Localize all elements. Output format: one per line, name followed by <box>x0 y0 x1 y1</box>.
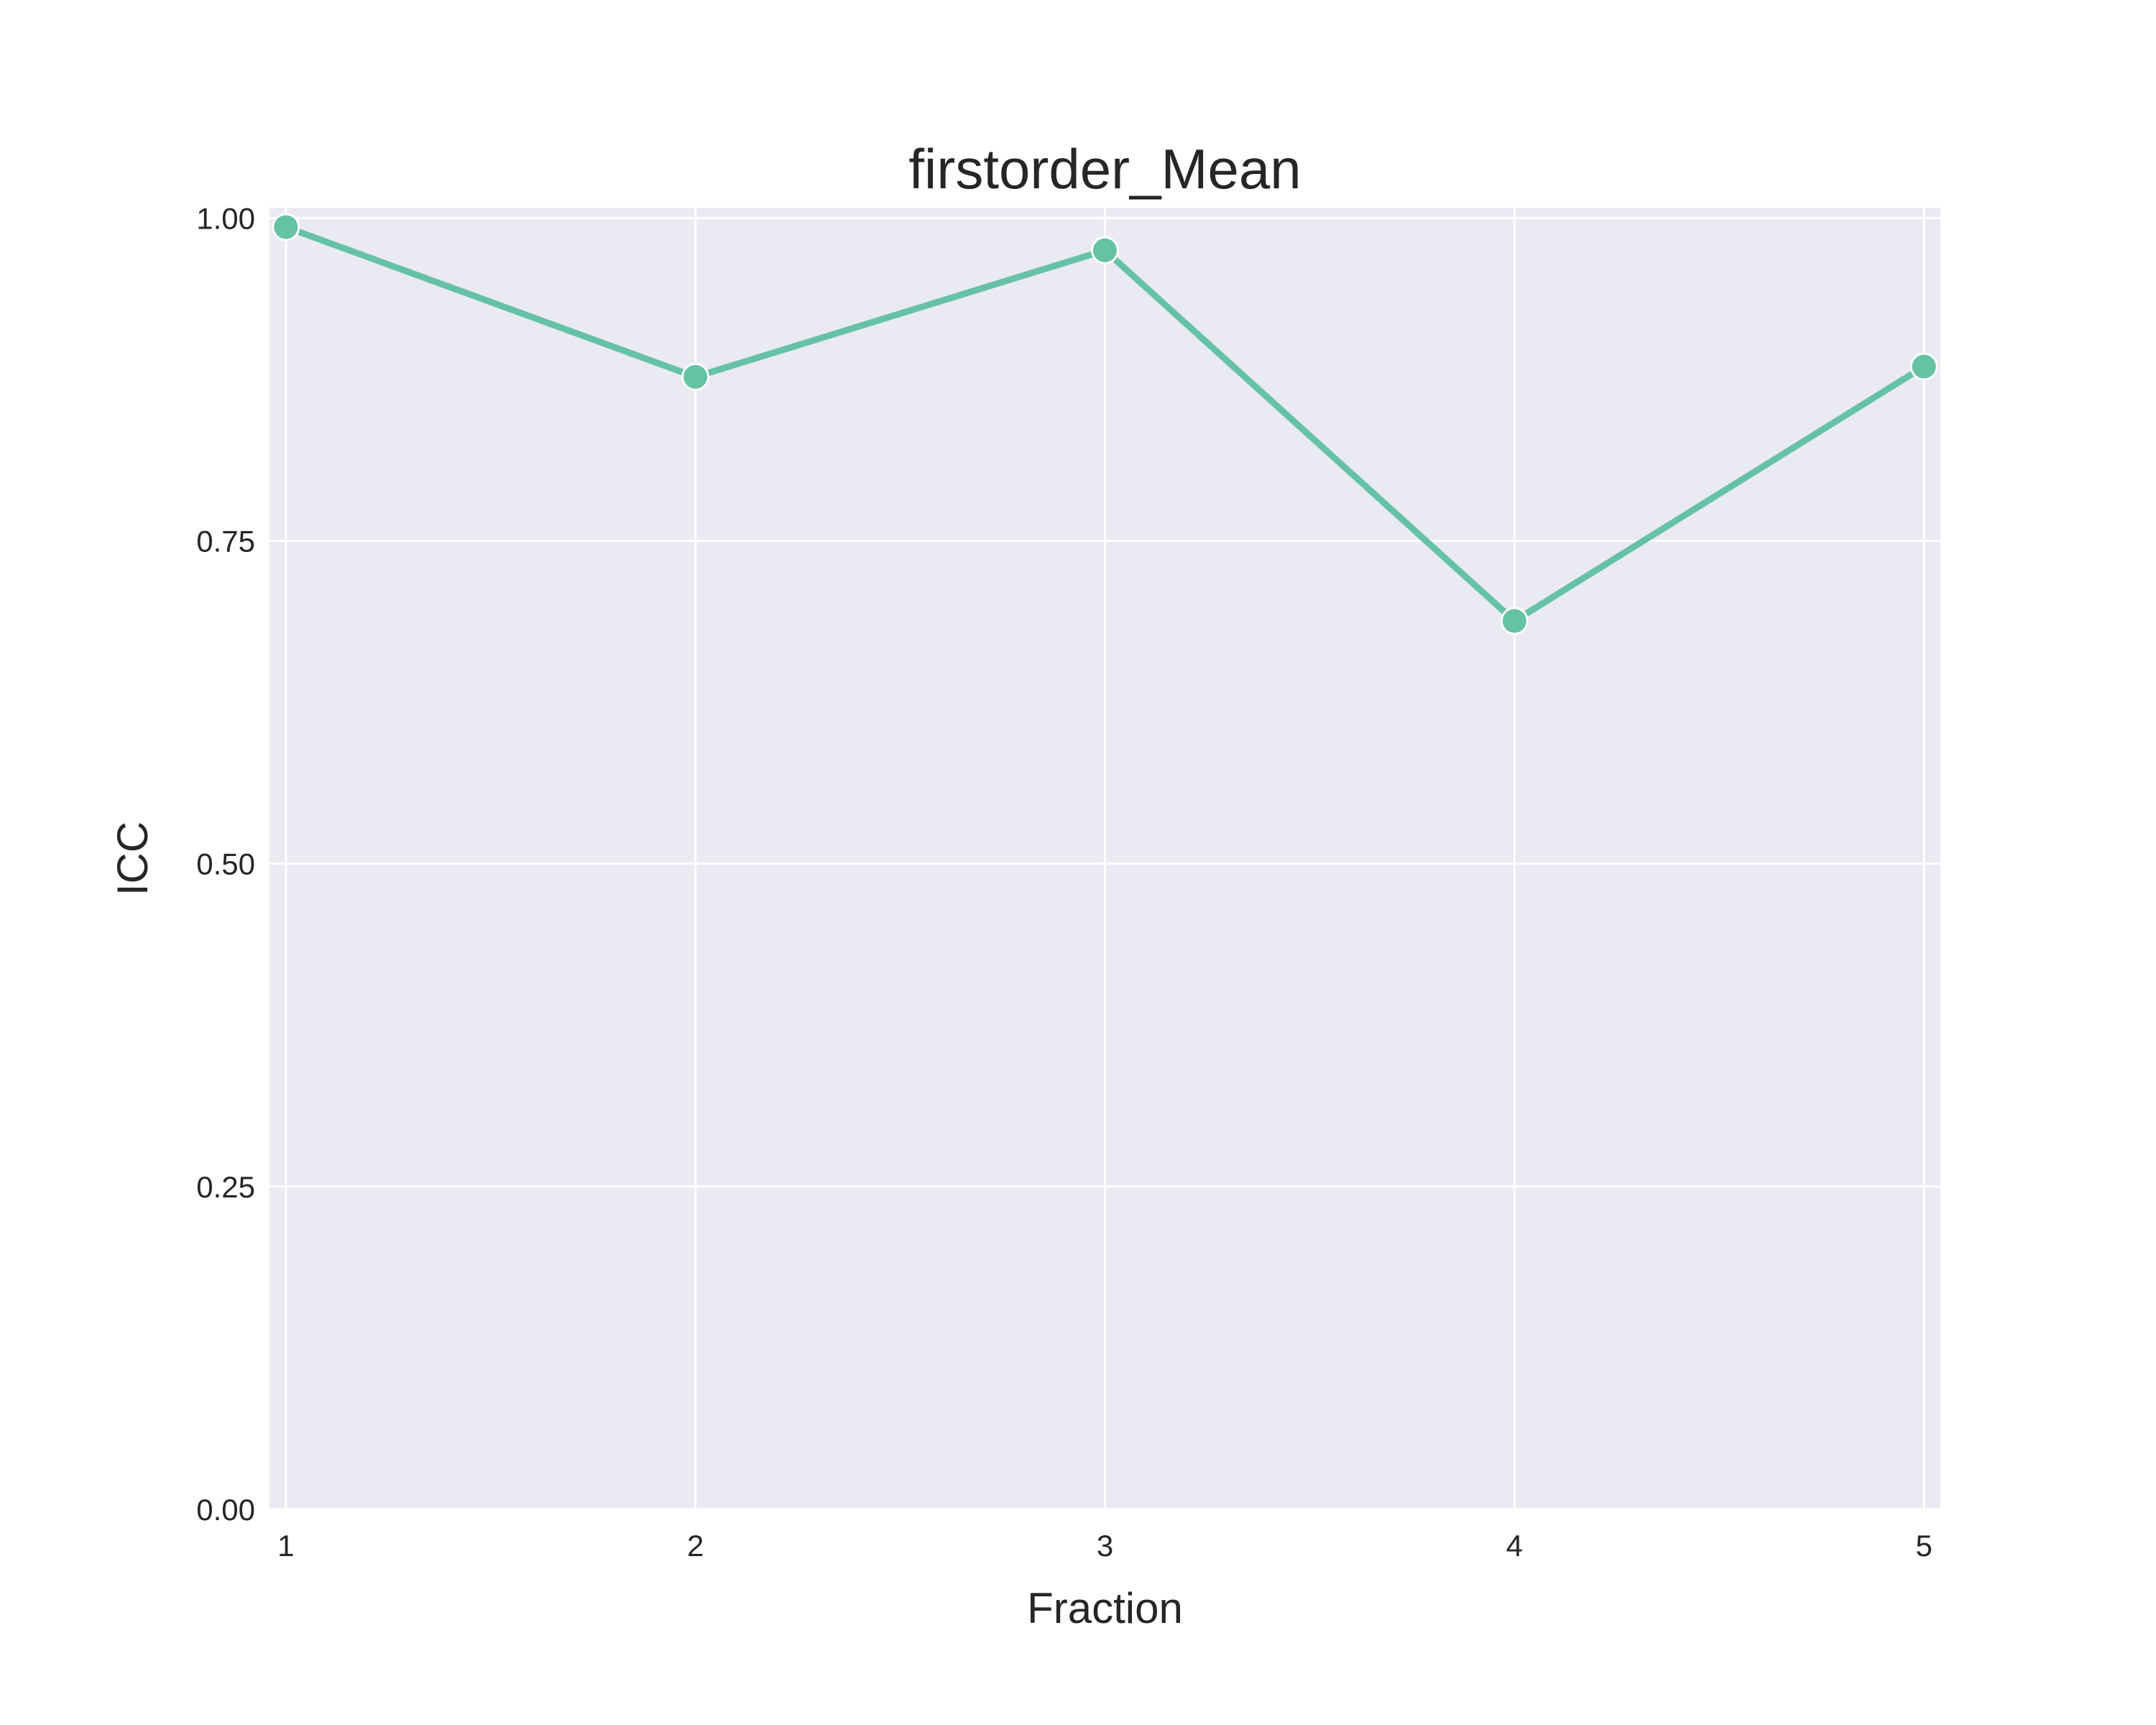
y-axis-label: ICC <box>109 822 157 896</box>
x-tick-label: 5 <box>1916 1529 1932 1563</box>
chart-title: firstorder_Mean <box>908 137 1301 201</box>
grid-lines <box>270 208 1940 1511</box>
data-point <box>1091 236 1119 264</box>
y-tick-label: 0.25 <box>196 1170 255 1204</box>
x-tick-label: 2 <box>687 1529 704 1563</box>
data-point <box>1500 607 1529 635</box>
data-series <box>272 213 1938 635</box>
x-tick-label: 3 <box>1097 1529 1113 1563</box>
y-tick-label: 1.00 <box>196 201 255 235</box>
x-axis-label: Fraction <box>1027 1584 1183 1632</box>
x-tick-label: 1 <box>277 1529 294 1563</box>
x-tick-label: 4 <box>1506 1529 1523 1563</box>
y-tick-label: 0.50 <box>196 847 255 881</box>
y-tick-labels: 0.00 0.25 0.50 0.75 1.00 <box>196 201 255 1527</box>
x-tick-labels: 1 2 3 4 5 <box>277 1529 1932 1563</box>
y-tick-label: 0.75 <box>196 525 255 558</box>
data-point <box>272 213 300 242</box>
y-tick-label: 0.00 <box>196 1493 255 1527</box>
data-point <box>1909 352 1938 381</box>
data-point <box>681 362 710 391</box>
